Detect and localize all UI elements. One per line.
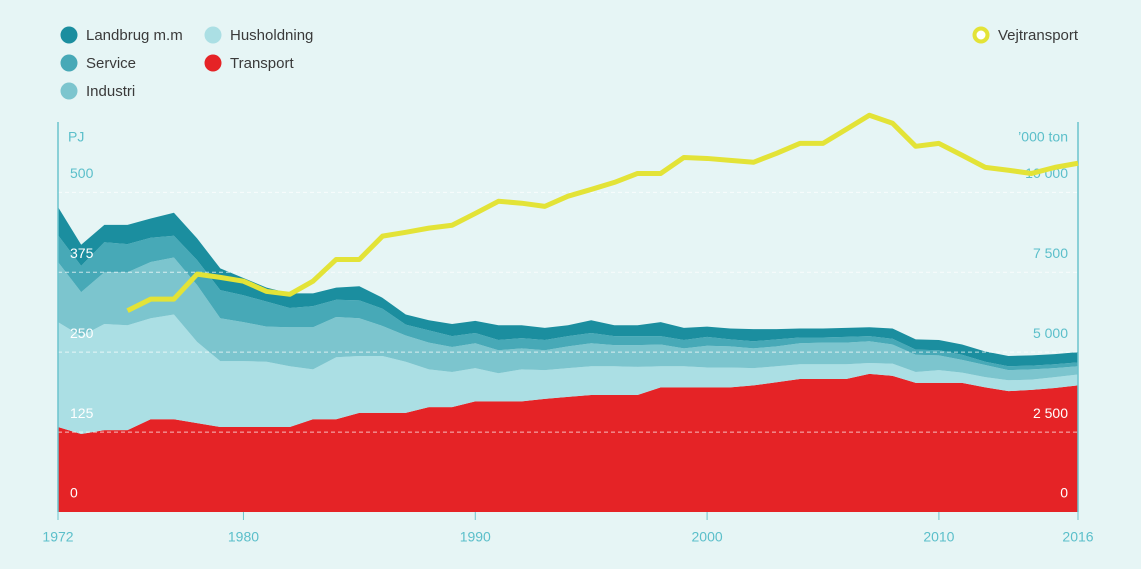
y2-tick-label: 2 500 (1033, 405, 1068, 421)
x-tick-label: 2010 (923, 529, 954, 545)
legend-marker (60, 54, 78, 72)
legend-label: Industri (86, 83, 135, 100)
y-tick-label: 250 (70, 325, 94, 341)
y-tick-label: 125 (70, 405, 94, 421)
area (58, 207, 1078, 367)
x-tick-label: 1980 (228, 529, 259, 545)
legend-marker (204, 54, 222, 72)
legend-marker (60, 26, 78, 44)
y-tick-label: 500 (70, 165, 94, 181)
legend-label: Transport (230, 55, 294, 72)
line (126, 112, 1079, 313)
x-tick-label: 2000 (692, 529, 723, 545)
legend-label: Service (86, 55, 136, 72)
area (58, 257, 1078, 381)
y2-tick-label: 7 500 (1033, 245, 1068, 261)
x-tick-label: 1990 (460, 529, 491, 545)
legend-label: Landbrug m.m (86, 27, 183, 44)
y2-tick-label: 5 000 (1033, 325, 1068, 341)
y-tick-label: 375 (70, 245, 94, 261)
y-tick-label: 0 (70, 485, 78, 501)
area (58, 373, 1078, 512)
legend-label: Husholdning (230, 27, 313, 44)
y2-axis-label: ’000 ton (1018, 129, 1068, 145)
area (58, 314, 1078, 434)
legend-marker (972, 26, 990, 44)
x-tick-label: 1972 (42, 529, 73, 545)
y2-tick-label: 0 (1060, 485, 1068, 501)
legend-label: Vejtransport (998, 27, 1079, 44)
area (58, 235, 1078, 371)
legend-marker (204, 26, 222, 44)
y-axis-label: PJ (68, 129, 84, 145)
x-tick-label: 2016 (1062, 529, 1093, 545)
legend-marker (60, 82, 78, 100)
